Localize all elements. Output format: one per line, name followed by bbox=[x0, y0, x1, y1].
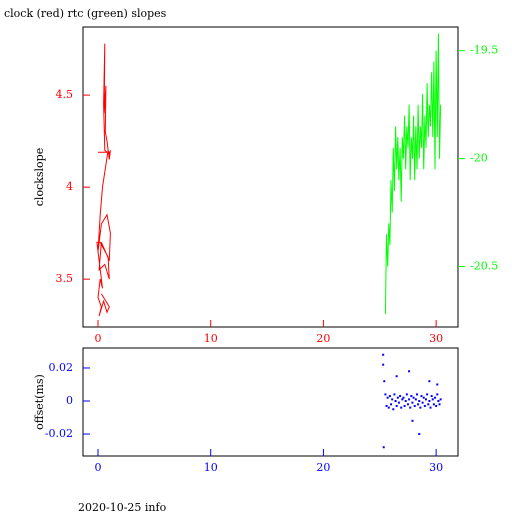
scatter-point bbox=[401, 398, 404, 401]
scatter-point bbox=[434, 396, 437, 399]
scatter-point bbox=[428, 400, 431, 403]
scatter-point bbox=[382, 446, 385, 449]
scatter-point bbox=[422, 396, 425, 399]
y2-tick-label: -20 bbox=[470, 152, 488, 165]
x-tick-label: 30 bbox=[429, 461, 443, 474]
scatter-point bbox=[391, 398, 394, 401]
scatter-point bbox=[415, 393, 418, 396]
scatter-point bbox=[432, 403, 435, 406]
scatter-point bbox=[431, 398, 434, 401]
scatter-point bbox=[417, 403, 420, 406]
scatter-point bbox=[408, 370, 411, 373]
scatter-point bbox=[418, 433, 421, 436]
scatter-point bbox=[435, 404, 438, 407]
y-tick-label: 4.5 bbox=[56, 88, 74, 101]
scatter-point bbox=[414, 398, 417, 401]
scatter-point bbox=[427, 403, 430, 406]
y-tick-label: -0.02 bbox=[45, 427, 73, 440]
scatter-point bbox=[412, 396, 415, 399]
scatter-point bbox=[426, 393, 429, 396]
y-tick-label: 0.02 bbox=[49, 361, 74, 374]
scatter-point bbox=[384, 393, 387, 396]
x-tick-label: 0 bbox=[94, 461, 101, 474]
x-tick-label: 0 bbox=[94, 332, 101, 345]
y2-tick-label: -19.5 bbox=[470, 44, 498, 57]
scatter-point bbox=[385, 404, 388, 407]
scatter-point bbox=[394, 400, 397, 403]
scatter-point bbox=[409, 406, 412, 409]
scatter-point bbox=[437, 400, 440, 403]
scatter-point bbox=[397, 401, 400, 404]
scatter-point bbox=[393, 393, 396, 396]
scatter-point bbox=[388, 395, 391, 398]
scatter-point bbox=[421, 401, 424, 404]
scatter-point bbox=[396, 396, 399, 399]
scatter-point bbox=[428, 380, 431, 383]
scatter-point bbox=[423, 404, 426, 407]
scatter-point bbox=[430, 395, 433, 398]
series-line bbox=[96, 43, 111, 317]
series-line bbox=[384, 33, 442, 315]
scatter-point bbox=[383, 380, 386, 383]
footer: 2020-10-25 info bbox=[78, 501, 167, 512]
scatter-point bbox=[400, 406, 403, 409]
scatter-point bbox=[403, 404, 406, 407]
scatter-point bbox=[408, 398, 411, 401]
chart-title: clock (red) rtc (green) slopes bbox=[4, 7, 167, 20]
scatter-point bbox=[418, 400, 421, 403]
scatter-point bbox=[436, 393, 439, 396]
scatter-point bbox=[395, 375, 398, 378]
scatter-point bbox=[438, 403, 441, 406]
plot-frame bbox=[82, 26, 459, 328]
x-tick-label: 30 bbox=[429, 332, 443, 345]
scatter-point bbox=[411, 419, 414, 422]
scatter-point bbox=[395, 404, 398, 407]
scatter-point bbox=[405, 393, 408, 396]
scatter-point bbox=[406, 403, 409, 406]
scatter-point bbox=[411, 401, 414, 404]
scatter-point bbox=[429, 406, 432, 409]
scatter-point bbox=[404, 400, 407, 403]
x-tick-label: 20 bbox=[316, 332, 330, 345]
plot-frame bbox=[82, 347, 459, 457]
x-tick-label: 20 bbox=[316, 461, 330, 474]
scatter-point bbox=[399, 395, 402, 398]
scatter-point bbox=[419, 406, 422, 409]
scatter-point bbox=[382, 353, 385, 356]
y-tick-label: 0 bbox=[66, 394, 73, 407]
y2-tick-label: -20.5 bbox=[470, 260, 498, 273]
y-axis-label: clockslope bbox=[33, 148, 46, 206]
y-tick-label: 4 bbox=[66, 180, 73, 193]
scatter-point bbox=[413, 404, 416, 407]
scatter-point bbox=[424, 398, 427, 401]
scatter-point bbox=[392, 408, 395, 411]
scatter-point bbox=[439, 398, 442, 401]
x-tick-label: 10 bbox=[204, 332, 218, 345]
scatter-point bbox=[390, 403, 393, 406]
y-axis-label: offset(ms) bbox=[33, 374, 46, 430]
scatter-point bbox=[387, 406, 390, 409]
y-tick-label: 3.5 bbox=[56, 272, 74, 285]
scatter-point bbox=[382, 363, 385, 366]
scatter-point bbox=[402, 396, 405, 399]
scatter-point bbox=[410, 395, 413, 398]
x-tick-label: 10 bbox=[204, 461, 218, 474]
scatter-point bbox=[386, 396, 389, 399]
scatter-point bbox=[436, 383, 439, 386]
scatter-point bbox=[420, 395, 423, 398]
